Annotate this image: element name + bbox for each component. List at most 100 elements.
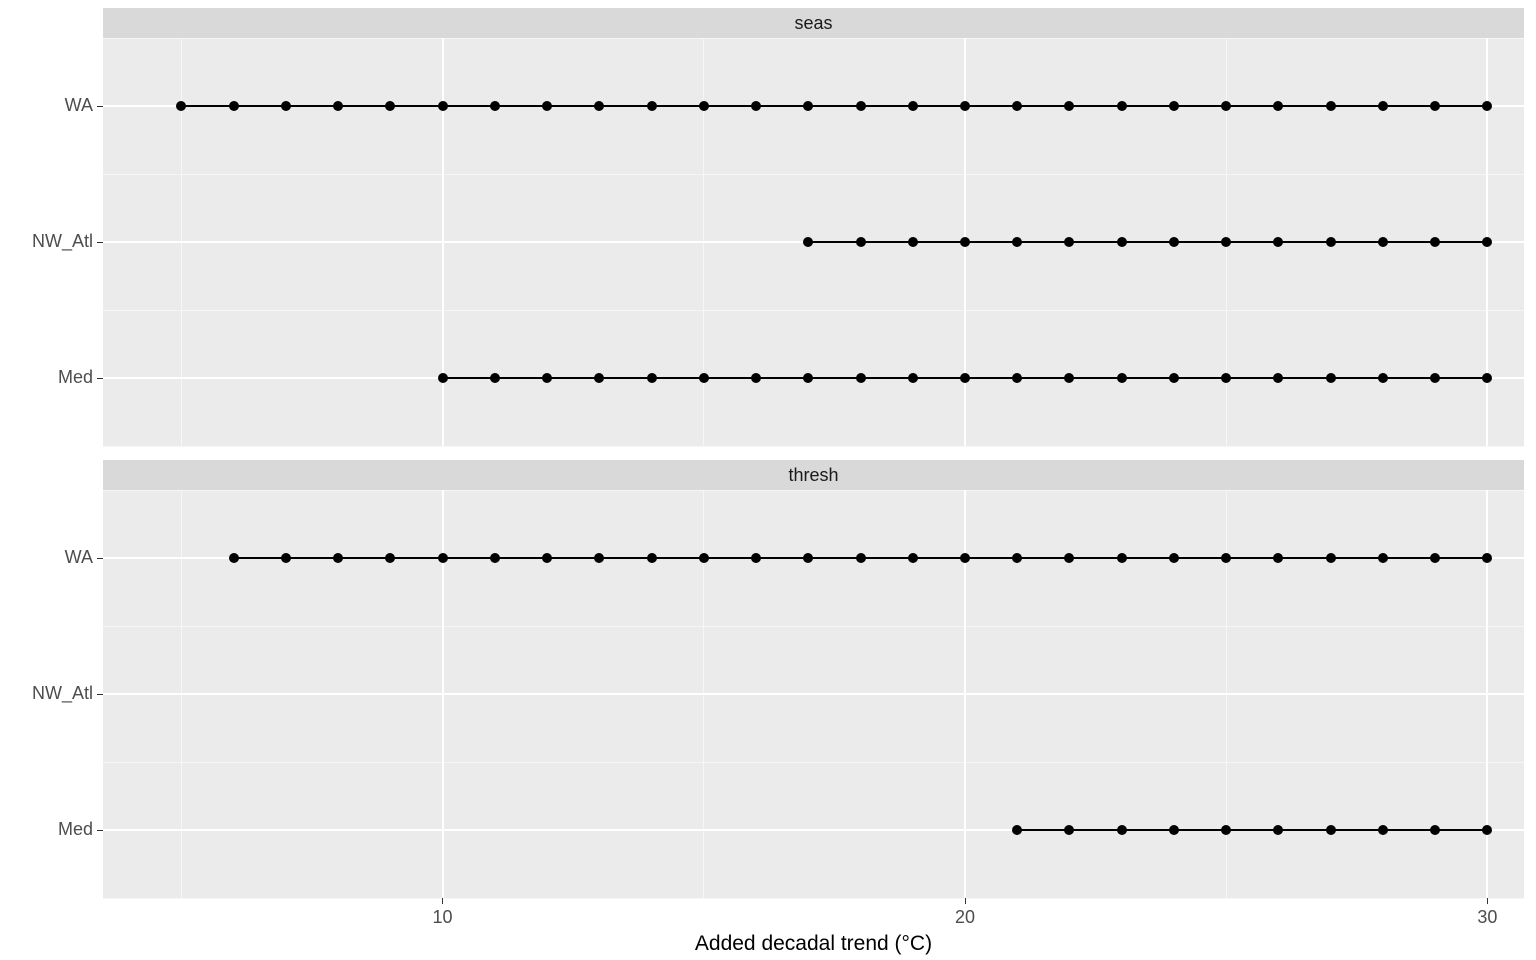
data-point xyxy=(751,101,761,111)
data-point xyxy=(229,101,239,111)
facet-strip: thresh xyxy=(103,460,1524,490)
data-point xyxy=(1273,101,1283,111)
data-point xyxy=(1378,237,1388,247)
data-point xyxy=(1273,553,1283,563)
data-point xyxy=(542,553,552,563)
y-tick-label: NW_Atl xyxy=(32,231,93,252)
y-tick xyxy=(97,106,103,107)
data-point xyxy=(1378,825,1388,835)
facet-label: thresh xyxy=(788,465,838,486)
gridline-minor xyxy=(103,626,1524,627)
data-point xyxy=(856,101,866,111)
x-tick xyxy=(1487,898,1488,904)
y-tick-label: NW_Atl xyxy=(32,683,93,704)
data-point xyxy=(960,237,970,247)
gridline-minor xyxy=(103,38,1524,39)
data-point xyxy=(1273,237,1283,247)
panel xyxy=(103,490,1524,898)
data-point xyxy=(1273,825,1283,835)
data-point xyxy=(1430,825,1440,835)
data-point xyxy=(1430,237,1440,247)
data-point xyxy=(385,101,395,111)
x-tick xyxy=(442,898,443,904)
data-point xyxy=(281,553,291,563)
x-tick-label: 20 xyxy=(935,907,995,928)
series-line xyxy=(1017,829,1487,831)
data-point xyxy=(438,553,448,563)
data-point xyxy=(1221,553,1231,563)
y-tick-label: WA xyxy=(65,95,93,116)
data-point xyxy=(960,101,970,111)
data-point xyxy=(1482,825,1492,835)
data-point xyxy=(960,553,970,563)
series-line xyxy=(181,105,1487,107)
data-point xyxy=(1273,373,1283,383)
data-point xyxy=(1482,237,1492,247)
data-point xyxy=(699,101,709,111)
data-point xyxy=(438,373,448,383)
data-point xyxy=(1326,237,1336,247)
data-point xyxy=(751,373,761,383)
data-point xyxy=(1326,101,1336,111)
data-point xyxy=(1326,373,1336,383)
data-point xyxy=(960,373,970,383)
data-point xyxy=(229,553,239,563)
data-point xyxy=(1117,101,1127,111)
y-tick xyxy=(97,242,103,243)
data-point xyxy=(1221,373,1231,383)
y-tick-label: Med xyxy=(58,367,93,388)
y-tick-label: WA xyxy=(65,547,93,568)
data-point xyxy=(1326,553,1336,563)
data-point xyxy=(856,373,866,383)
data-point xyxy=(1169,101,1179,111)
data-point xyxy=(333,101,343,111)
data-point xyxy=(751,553,761,563)
data-point xyxy=(1430,553,1440,563)
data-point xyxy=(1117,237,1127,247)
data-point xyxy=(1221,237,1231,247)
data-point xyxy=(699,553,709,563)
gridline-minor xyxy=(103,762,1524,763)
data-point xyxy=(1012,101,1022,111)
data-point xyxy=(594,373,604,383)
data-point xyxy=(856,553,866,563)
data-point xyxy=(594,553,604,563)
data-point xyxy=(542,101,552,111)
data-point xyxy=(176,101,186,111)
data-point xyxy=(1482,553,1492,563)
data-point xyxy=(647,373,657,383)
facet-label: seas xyxy=(794,13,832,34)
data-point xyxy=(908,101,918,111)
data-point xyxy=(1064,825,1074,835)
data-point xyxy=(1221,101,1231,111)
data-point xyxy=(1430,373,1440,383)
data-point xyxy=(1430,101,1440,111)
y-tick xyxy=(97,558,103,559)
data-point xyxy=(490,101,500,111)
data-point xyxy=(1482,101,1492,111)
x-axis-title: Added decadal trend (°C) xyxy=(103,932,1524,956)
data-point xyxy=(1169,373,1179,383)
data-point xyxy=(803,237,813,247)
data-point xyxy=(1117,373,1127,383)
data-point xyxy=(490,373,500,383)
data-point xyxy=(1117,825,1127,835)
panel xyxy=(103,38,1524,446)
y-tick-label: Med xyxy=(58,819,93,840)
gridline-minor xyxy=(103,898,1524,899)
data-point xyxy=(490,553,500,563)
data-point xyxy=(803,553,813,563)
data-point xyxy=(1064,373,1074,383)
data-point xyxy=(281,101,291,111)
data-point xyxy=(1378,101,1388,111)
gridline-minor xyxy=(103,310,1524,311)
data-point xyxy=(1012,373,1022,383)
data-point xyxy=(594,101,604,111)
data-point xyxy=(333,553,343,563)
data-point xyxy=(1482,373,1492,383)
gridline-minor xyxy=(103,174,1524,175)
data-point xyxy=(699,373,709,383)
data-point xyxy=(803,101,813,111)
facet-chart: seasMedNW_AtlWAthreshMedNW_AtlWA102030Ad… xyxy=(0,0,1536,960)
data-point xyxy=(1064,101,1074,111)
